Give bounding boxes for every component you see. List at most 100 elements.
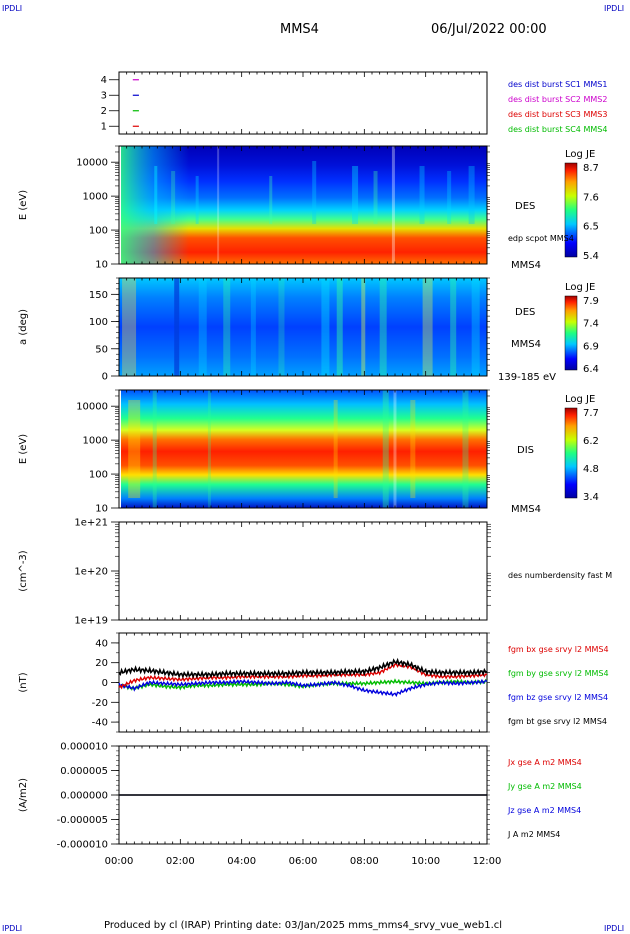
panel-burst [118,71,488,135]
des-pitch-energy-range: 139-185 eV [498,372,556,383]
panel-des-energy [118,145,578,265]
spectrogram-streak [391,146,395,264]
des-pitch-colorbar-tick: 7.9 [583,296,599,307]
bfield-series-line [118,657,488,680]
dis-energy-colorbar-tick: 4.8 [583,464,599,475]
des-energy-ytick-label: 10000 [76,158,108,169]
bfield-ytick-label: -40 [92,718,108,729]
current-legend-entry: J A m2 MMS4 [507,830,560,839]
des-pitch-colorbar [564,295,578,371]
spectrogram-streak [171,171,176,224]
dis-energy-ytick-label: 10000 [76,402,108,413]
bfield-series-line [118,662,488,690]
pitch-ylabel: a (deg) [18,309,29,345]
spectrogram-streak [154,166,158,224]
dis-energy-colorbar-tick: 7.7 [583,408,599,419]
des-energy-colorbar-tick: 8.7 [583,163,599,174]
date-title: 06/Jul/2022 00:00 [431,22,547,37]
spectrogram-streak [333,400,338,498]
spectrogram-streak [128,400,141,498]
current-ylabel: (A/m2) [18,778,29,812]
current-ytick-label: -0.000005 [57,815,108,826]
bfield-ytick-label: -20 [92,698,108,709]
spectrogram-streak [207,390,211,508]
des-energy-colorbar-tick: 5.4 [583,251,599,262]
burst-legend-entry: des dist burst SC1 MMS1 [508,80,607,89]
dis-energy-ytick-label: 10 [95,504,108,515]
panel-current [118,745,488,845]
pitch-ytick-label: 0 [102,372,108,383]
des-energy-ytick-label: 1000 [83,192,108,203]
spectrogram-streak [462,390,469,508]
corner-label-bottom-left: IPDLI [2,924,23,933]
density-ytick-label: 1e+20 [74,567,108,578]
panel-magnetic-field-frame [118,632,488,733]
burst-ytick-label: 4 [101,75,107,86]
pitch-ytick-label: 100 [89,317,108,328]
dis-energy-colorbar-tick: 3.4 [583,492,599,503]
corner-label-top-right: IPDLI [604,4,625,13]
dis-energy-ytick-label: 1000 [83,436,108,447]
spectrogram-streak [312,161,317,224]
spectrogram-streak [217,146,220,264]
density-legend-entry: des numberdensity fast M [508,571,612,580]
pitch-ytick-label: 150 [89,290,108,301]
pitch-ytick-label: 50 [95,344,108,355]
des-energy-ytick-label: 100 [89,226,108,237]
bfield-series-line [118,678,488,698]
time-tick-label: 06:00 [289,856,318,867]
des-energy-spacecraft: MMS4 [511,260,541,271]
spectrogram-streak [198,278,207,376]
burst-legend-entry: des dist burst SC4 MMS4 [508,125,607,134]
dis-energy-gap [119,390,121,508]
time-tick-label: 04:00 [227,856,256,867]
dis-energy-colorbar [564,407,578,499]
bfield-legend-entry: fgm bz gse srvy l2 MMS4 [508,693,608,702]
spectrogram-streak [321,278,330,376]
burst-ytick-label: 1 [101,121,107,132]
spectrogram-streak [447,171,452,224]
bfield-legend-entry: fgm by gse srvy l2 MMS4 [508,669,609,678]
corner-label-bottom-right: IPDLI [604,924,625,933]
des-energy-colorbar-title: Log JE [565,149,595,160]
des-energy-instrument: DES [515,201,535,212]
bfield-legend-entry: fgm bt gse srvy l2 MMS4 [508,717,607,726]
des-pitch-colorbar-tick: 6.9 [583,341,599,352]
panel-density [118,521,488,621]
dis-energy-instrument: DIS [517,445,534,456]
des-pitch-spacecraft: MMS4 [511,339,541,350]
dis-energy-colorbar-title: Log JE [565,394,595,405]
spectrogram-streak [352,166,359,224]
des-energy-colorbar-tick: 7.6 [583,192,599,203]
spectrogram-streak [379,278,387,376]
footer-credit: Produced by cl (IRAP) Printing date: 03/… [104,920,503,931]
density-ytick-label: 1e+21 [74,518,108,529]
burst-ytick-label: 2 [101,106,107,117]
density-ytick-label: 1e+19 [74,616,108,627]
panel-burst-frame [118,71,488,135]
bfield-ytick-label: 20 [95,658,108,669]
current-ytick-label: 0.000010 [60,742,108,753]
des-energy-ytick-label: 10 [95,260,108,271]
spacecraft-title: MMS4 [280,22,319,37]
spectrogram-streak [250,278,256,376]
spectrogram-streak [152,390,157,508]
spectrogram-streak [382,390,389,508]
spectrogram-streak [410,400,416,498]
corner-label-top-left: IPDLI [2,4,23,13]
des-energy-gap [119,146,121,264]
des-energy-colorbar [564,162,578,258]
current-ytick-label: 0.000005 [60,766,108,777]
panel-des-pitch [118,277,578,377]
burst-legend-entry: des dist burst SC3 MMS3 [508,110,607,119]
bfield-ylabel: (nT) [18,672,29,692]
des-energy-ylabel: E (eV) [18,190,29,220]
des-pitch-colorbar-tick: 6.4 [583,364,599,375]
spectrogram-streak [393,390,397,508]
des-pitch-colorbar-tick: 7.4 [583,319,599,330]
bfield-ytick-label: 40 [95,638,108,649]
current-legend-entry: Jx gse A m2 MMS4 [507,758,582,767]
dis-energy-colorbar-tick: 6.2 [583,436,599,447]
spectrogram-streak [195,176,199,224]
